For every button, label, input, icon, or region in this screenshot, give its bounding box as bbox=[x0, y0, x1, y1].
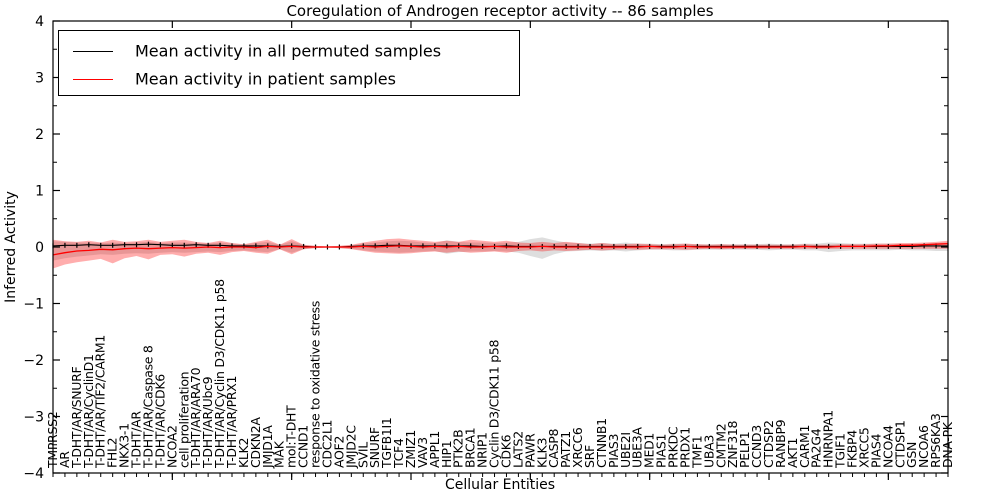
legend: Mean activity in all permuted samples Me… bbox=[58, 30, 520, 96]
x-category-label: T-DHT/AR/PRX1 bbox=[224, 376, 239, 469]
y-tick-label: 1 bbox=[35, 184, 44, 200]
x-category-label: UBA3 bbox=[701, 435, 716, 468]
x-category-label: NKX3-1 bbox=[117, 423, 132, 468]
y-tick-label: 2 bbox=[35, 127, 44, 143]
patient-mean-line bbox=[52, 242, 949, 256]
y-axis-label: Inferred Activity bbox=[3, 191, 19, 303]
x-category-label: NCOA6 bbox=[916, 425, 931, 468]
x-category-label: PELP1 bbox=[737, 432, 752, 468]
x-category-label: cell proliferation bbox=[176, 372, 191, 468]
x-category-label: KLK2 bbox=[236, 438, 251, 468]
legend-item-label: Mean activity in patient samples bbox=[135, 69, 396, 89]
x-category-label: XRCC6 bbox=[570, 427, 585, 468]
x-category-label: CDK6 bbox=[498, 434, 513, 468]
y-tick-label: −3 bbox=[23, 410, 44, 426]
x-category-label: T-DHT/AR/Ubc9 bbox=[200, 376, 215, 469]
x-category-label: response to oxidative stress bbox=[308, 301, 323, 468]
y-tick-label: 4 bbox=[35, 14, 44, 30]
x-category-label: T-DHT/AR/TIF2/CARM1 bbox=[93, 335, 108, 469]
permuted-line-swatch bbox=[73, 51, 113, 52]
x-category-label: CDKN2A bbox=[248, 417, 263, 468]
x-category-label: FHL2 bbox=[105, 438, 120, 468]
x-category-label: T-DHT/AR/CDK6 bbox=[152, 374, 167, 469]
x-category-label: PTK2B bbox=[451, 430, 466, 468]
x-category-label: AKT1 bbox=[785, 438, 800, 468]
x-category-label: PAWR bbox=[522, 433, 537, 468]
x-category-label: CDC2L1 bbox=[319, 420, 334, 468]
x-category-label: T-DHT/AR bbox=[129, 411, 144, 469]
x-axis-label: Cellular Entities bbox=[444, 477, 556, 493]
y-tick-label: 0 bbox=[35, 240, 44, 256]
x-category-label: SVIL bbox=[355, 442, 370, 468]
x-category-label: UBE3A bbox=[630, 427, 645, 468]
x-category-label: VAV3 bbox=[415, 437, 430, 468]
legend-item-label: Mean activity in all permuted samples bbox=[135, 41, 442, 61]
x-category-label: PIAS3 bbox=[606, 434, 621, 468]
x-category-label: T-DHT/AR/SNURF bbox=[69, 366, 84, 469]
x-category-label: RANBP9 bbox=[773, 419, 788, 468]
x-category-label: T-DHT/AR/Cyclin D3/CDK11 p58 bbox=[212, 279, 227, 469]
x-category-label: LATS2 bbox=[510, 431, 525, 468]
x-category-label: APPL1 bbox=[427, 431, 442, 468]
x-category-label: NRIP1 bbox=[475, 432, 490, 468]
x-category-label: mol:T-DHT bbox=[284, 405, 299, 468]
y-tick-label: 3 bbox=[35, 71, 44, 87]
x-category-label: HNRNPA1 bbox=[821, 410, 836, 468]
x-category-label: ZNF318 bbox=[725, 420, 740, 468]
x-category-label: PATZ1 bbox=[558, 431, 573, 468]
x-category-label: PRKDC bbox=[666, 426, 681, 468]
x-category-label: CARM1 bbox=[797, 425, 812, 468]
x-category-label: KLK3 bbox=[534, 438, 549, 468]
x-category-label: AOF2 bbox=[331, 436, 346, 468]
x-category-label: NCOA4 bbox=[880, 425, 895, 468]
x-category-label: AR bbox=[57, 451, 72, 468]
x-category-label: UBE2I bbox=[618, 432, 633, 468]
x-category-label: SRF bbox=[582, 445, 597, 468]
patient-std-band bbox=[53, 238, 948, 269]
y-tick-label: −4 bbox=[23, 466, 44, 482]
x-category-label: MAK bbox=[272, 440, 287, 468]
y-tick-label: −1 bbox=[23, 297, 44, 313]
x-category-label: PA2G4 bbox=[809, 428, 824, 468]
x-category-label: TGIF1 bbox=[833, 433, 848, 469]
x-category-label: CTDSP1 bbox=[892, 420, 907, 468]
x-category-label: TGFB1I1 bbox=[379, 417, 394, 469]
x-category-label: CMTM2 bbox=[713, 424, 728, 468]
x-category-label: XRCC5 bbox=[856, 427, 871, 468]
x-category-label: CCND3 bbox=[749, 425, 764, 468]
x-category-label: CASP8 bbox=[546, 428, 561, 468]
patient-line-swatch bbox=[73, 79, 113, 80]
x-category-label: Cyclin D3/CDK11 p58 bbox=[487, 339, 502, 468]
permuted-std-band bbox=[53, 237, 948, 261]
x-category-label: JMJD1A bbox=[260, 425, 275, 469]
y-tick-label: −2 bbox=[23, 353, 44, 369]
x-category-label: RPS6KA3 bbox=[928, 414, 943, 469]
x-category-label: TMF1 bbox=[689, 436, 704, 469]
x-category-label: SNURF bbox=[367, 427, 382, 468]
x-category-label: CTNNB1 bbox=[594, 418, 609, 468]
x-category-label: BRCA1 bbox=[463, 428, 478, 468]
chart-title: Coregulation of Androgen receptor activi… bbox=[286, 2, 714, 20]
legend-item-permuted: Mean activity in all permuted samples bbox=[73, 37, 519, 65]
x-category-label: CCND1 bbox=[296, 425, 311, 468]
x-category-label: TCF4 bbox=[391, 438, 406, 469]
x-category-label: FKBP4 bbox=[845, 430, 860, 468]
x-category-label: CTDSP2 bbox=[761, 420, 776, 468]
x-category-label: ZMIZ1 bbox=[403, 430, 418, 468]
legend-item-patient: Mean activity in patient samples bbox=[73, 65, 519, 93]
x-category-label: HIP1 bbox=[439, 441, 454, 468]
x-category-label: JMJD2C bbox=[343, 425, 358, 469]
x-category-label: T-DHT/AR/CyclinD1 bbox=[81, 354, 96, 469]
x-category-label: T-DHT/AR/ARA70 bbox=[188, 367, 203, 469]
x-category-label: NCOA2 bbox=[164, 425, 179, 468]
x-category-label: PIAS1 bbox=[654, 434, 669, 468]
x-category-label: PIAS4 bbox=[868, 433, 883, 468]
x-category-label: MED1 bbox=[642, 433, 657, 468]
x-category-label: T-DHT/AR/Caspase 8 bbox=[140, 345, 155, 469]
x-category-label: GSN bbox=[904, 442, 919, 468]
x-category-label: PRDX1 bbox=[677, 427, 692, 468]
